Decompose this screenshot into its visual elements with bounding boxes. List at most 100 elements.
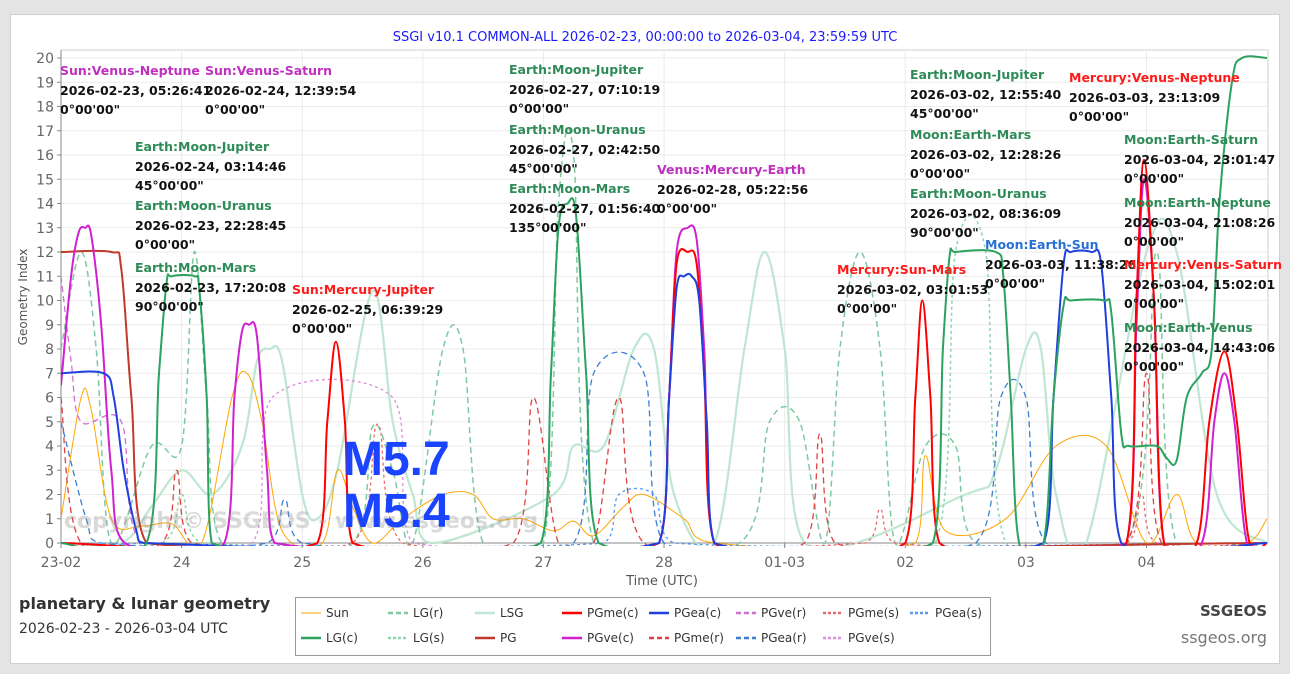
magnitude-label: M5.4 xyxy=(343,485,450,538)
legend-item[interactable]: PG xyxy=(475,631,517,645)
legend-label: LG(c) xyxy=(326,631,358,645)
annotation-date: 2026-03-03, 23:13:09 xyxy=(1069,89,1221,105)
annotation-angle: 90°00'00" xyxy=(910,225,979,240)
x-tick-label: 23-02 xyxy=(41,555,82,571)
legend-label: PGea(c) xyxy=(674,606,722,620)
y-tick-label: 0 xyxy=(45,536,54,552)
y-tick-label: 11 xyxy=(36,269,54,285)
legend-label: PGea(r) xyxy=(761,631,807,645)
event-annotation: Venus:Mercury-Earth 2026-02-28, 05:22:56 0… xyxy=(657,160,808,219)
annotation-name: Mercury:Venus-Saturn xyxy=(1124,257,1282,272)
legend-item[interactable]: PGve(s) xyxy=(823,631,895,645)
y-tick-label: 15 xyxy=(36,172,54,188)
annotation-name: Moon:Earth-Sun xyxy=(985,237,1099,252)
event-annotation: Moon:Earth-Mars 2026-03-02, 12:28:26 0°00'… xyxy=(910,125,1061,184)
legend-item[interactable]: LG(r) xyxy=(388,606,443,620)
series-line-pgear xyxy=(61,351,1268,546)
legend-label: PGme(r) xyxy=(674,631,724,645)
legend-item[interactable]: LG(c) xyxy=(301,631,358,645)
annotation-date: 2026-02-23, 05:26:41 xyxy=(60,82,212,98)
y-tick-label: 4 xyxy=(45,439,54,455)
legend-swatch xyxy=(649,611,669,615)
annotation-date: 2026-02-28, 05:22:56 xyxy=(657,181,809,197)
y-tick-label: 17 xyxy=(36,124,54,140)
annotation-date: 2026-02-27, 02:42:50 xyxy=(509,141,661,157)
annotation-angle: 45°00'00" xyxy=(135,178,204,193)
legend-swatch xyxy=(475,636,495,640)
y-tick-label: 7 xyxy=(45,366,54,382)
legend-label: LG(s) xyxy=(413,631,445,645)
annotation-angle: 0°00'00" xyxy=(657,201,718,216)
annotation-name: Moon:Earth-Venus xyxy=(1124,320,1253,335)
series-line-pgmes xyxy=(61,423,1268,546)
legend-item[interactable]: PGme(s) xyxy=(823,606,899,620)
annotation-name: Earth:Moon-Mars xyxy=(509,181,631,196)
watermark: copyright© SSGEOS - www.ssgeos.org xyxy=(64,509,539,534)
legend-item[interactable]: PGve(c) xyxy=(562,631,634,645)
annotation-name: Moon:Earth-Mars xyxy=(910,127,1032,142)
annotation-name: Mercury:Venus-Neptune xyxy=(1069,70,1240,85)
annotation-date: 2026-02-23, 17:20:08 xyxy=(135,279,287,295)
annotation-angle: 0°00'00" xyxy=(205,102,266,117)
y-tick-label: 20 xyxy=(36,51,54,67)
legend-swatch xyxy=(301,612,321,614)
legend-swatch xyxy=(823,611,843,615)
annotation-name: Moon:Earth-Saturn xyxy=(1124,132,1259,147)
annotation-name: Sun:Mercury-Jupiter xyxy=(292,282,435,297)
legend-item[interactable]: LG(s) xyxy=(388,631,445,645)
annotation-name: Venus:Mercury-Earth xyxy=(657,162,806,177)
event-annotation: Earth:Moon-Mars 2026-02-27, 01:56:40 135°0… xyxy=(509,179,660,238)
footer-subtitle: planetary & lunar geometry xyxy=(19,594,271,613)
x-tick-label: 02 xyxy=(896,555,914,571)
annotation-date: 2026-02-24, 12:39:54 xyxy=(205,82,357,98)
event-annotation: Sun:Venus-Saturn 2026-02-24, 12:39:54 0°00… xyxy=(205,61,356,120)
legend-item[interactable]: Sun xyxy=(301,606,349,620)
annotation-angle: 0°00'00" xyxy=(509,101,570,116)
event-annotation: Earth:Moon-Uranus 2026-03-02, 08:36:09 90°… xyxy=(910,184,1061,243)
legend-label: PGve(s) xyxy=(848,631,895,645)
event-annotation: Moon:Earth-Venus 2026-03-04, 14:43:06 0°00… xyxy=(1124,318,1275,377)
x-tick-label: 26 xyxy=(414,555,432,571)
annotation-date: 2026-03-04, 14:43:06 xyxy=(1124,339,1276,355)
legend-swatch xyxy=(475,611,495,615)
annotation-date: 2026-03-02, 12:28:26 xyxy=(910,146,1062,162)
legend-item[interactable]: PGve(r) xyxy=(736,606,806,620)
y-tick-label: 8 xyxy=(45,342,54,358)
series-line-pgeas xyxy=(61,487,1268,546)
annotation-angle: 135°00'00" xyxy=(509,220,587,235)
footer-range: 2026-02-23 - 2026-03-04 UTC xyxy=(19,621,228,637)
annotation-angle: 0°00'00" xyxy=(292,321,353,336)
event-annotation: Sun:Venus-Neptune 2026-02-23, 05:26:41 0°0… xyxy=(60,61,211,120)
legend-item[interactable]: PGea(c) xyxy=(649,606,721,620)
legend-label: PGme(c) xyxy=(587,606,639,620)
annotation-angle: 0°00'00" xyxy=(60,102,121,117)
annotation-date: 2026-03-04, 15:02:01 xyxy=(1124,276,1276,292)
legend-label: PGve(c) xyxy=(587,631,634,645)
series-line-pgeac xyxy=(61,248,1268,546)
legend-item[interactable]: PGea(s) xyxy=(910,606,982,620)
legend-label: PGme(s) xyxy=(848,606,900,620)
legend-item[interactable]: LSG xyxy=(475,606,524,620)
annotation-date: 2026-02-23, 22:28:45 xyxy=(135,217,287,233)
legend-swatch xyxy=(562,611,582,615)
annotation-date: 2026-02-27, 01:56:40 xyxy=(509,200,661,216)
annotation-date: 2026-02-27, 07:10:19 xyxy=(509,81,661,97)
y-tick-label: 1 xyxy=(45,512,54,528)
annotation-date: 2026-03-02, 03:01:53 xyxy=(837,281,989,297)
legend-label: PG xyxy=(500,631,517,645)
series-line-sun xyxy=(61,370,1268,546)
annotation-angle: 0°00'00" xyxy=(1124,359,1185,374)
legend-item[interactable]: PGme(r) xyxy=(649,631,724,645)
legend-item[interactable]: PGme(c) xyxy=(562,606,639,620)
annotation-date: 2026-03-03, 11:38:26 xyxy=(985,256,1137,272)
legend-swatch xyxy=(823,636,843,640)
annotation-angle: 0°00'00" xyxy=(1124,171,1185,186)
series-line-lgs xyxy=(61,215,1268,546)
legend-item[interactable]: PGea(r) xyxy=(736,631,807,645)
y-tick-label: 13 xyxy=(36,221,54,237)
y-axis-label: Geometry Index xyxy=(16,248,30,346)
annotation-name: Sun:Venus-Neptune xyxy=(60,63,200,78)
annotation-angle: 45°00'00" xyxy=(509,161,578,176)
annotation-name: Moon:Earth-Neptune xyxy=(1124,195,1271,210)
